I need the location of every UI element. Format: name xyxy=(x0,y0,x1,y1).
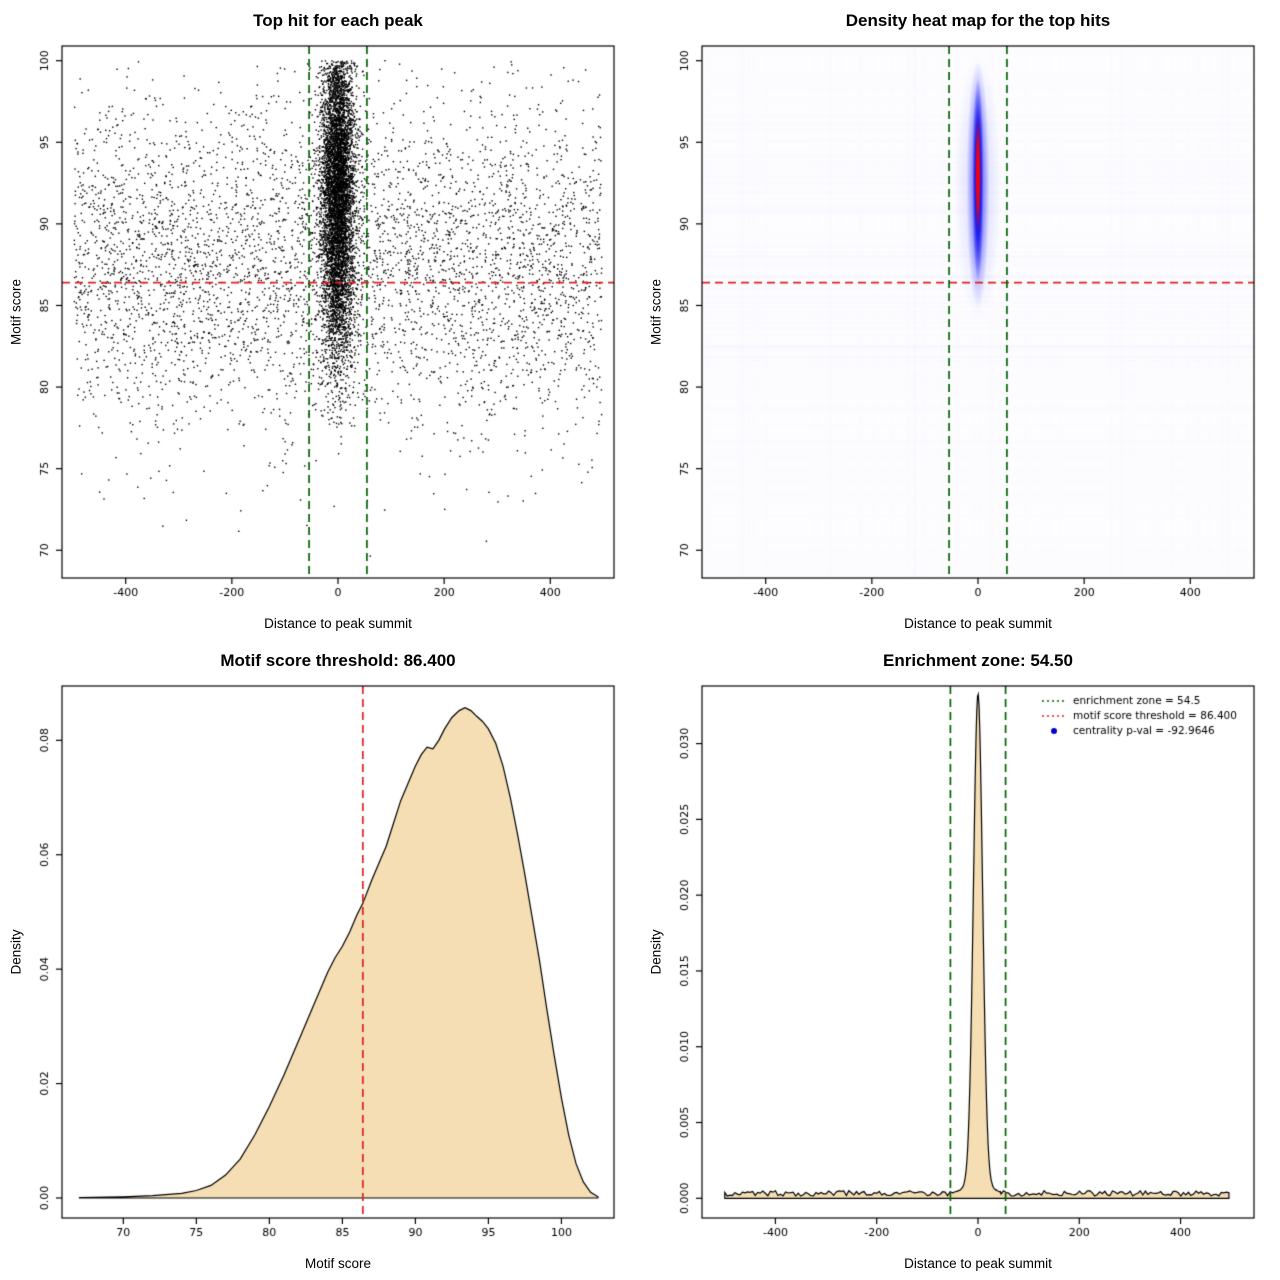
y-axis-label: Density xyxy=(648,929,664,975)
panel-top-hit-scatter: Top hit for each peak Distance to peak s… xyxy=(0,0,640,640)
x-axis-label: Distance to peak summit xyxy=(904,1256,1052,1271)
panel-enrichment-zone-density: Enrichment zone: 54.50 Distance to peak … xyxy=(640,640,1280,1280)
x-axis-label: Distance to peak summit xyxy=(264,616,412,631)
chart-title: Enrichment zone: 54.50 xyxy=(883,651,1073,670)
y-axis-label: Motif score xyxy=(648,278,664,346)
distance-density-plot-canvas xyxy=(640,640,1280,1280)
score-density-plot-canvas xyxy=(0,640,640,1280)
chart-title: Motif score threshold: 86.400 xyxy=(220,651,456,670)
heatmap-plot-canvas xyxy=(640,0,1280,640)
x-axis-label: Motif score xyxy=(304,1256,372,1271)
chart-title: Top hit for each peak xyxy=(253,11,423,30)
y-axis-label: Motif score xyxy=(8,278,24,346)
scatter-plot-canvas xyxy=(0,0,640,640)
panel-density-heatmap: Density heat map for the top hits Distan… xyxy=(640,0,1280,640)
x-axis-label: Distance to peak summit xyxy=(904,616,1052,631)
chart-title: Density heat map for the top hits xyxy=(845,11,1111,30)
y-axis-label: Density xyxy=(8,929,24,975)
panel-motif-score-density: Motif score threshold: 86.400 Motif scor… xyxy=(0,640,640,1280)
